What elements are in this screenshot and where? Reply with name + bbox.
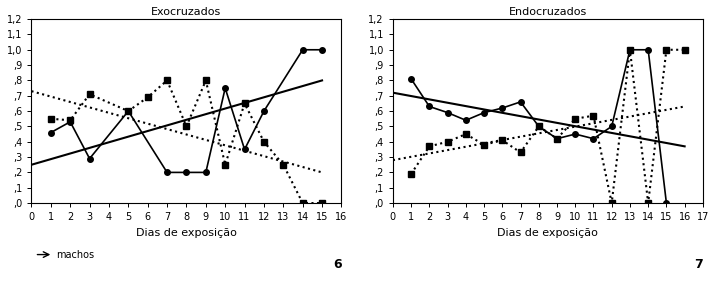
Title: Endocruzados: Endocruzados bbox=[509, 7, 587, 17]
Title: Exocruzados: Exocruzados bbox=[151, 7, 221, 17]
Text: machos: machos bbox=[57, 250, 95, 260]
Text: 7: 7 bbox=[694, 258, 703, 271]
X-axis label: Dias de exposição: Dias de exposição bbox=[498, 228, 599, 238]
Text: 6: 6 bbox=[333, 258, 342, 271]
X-axis label: Dias de exposição: Dias de exposição bbox=[136, 228, 237, 238]
